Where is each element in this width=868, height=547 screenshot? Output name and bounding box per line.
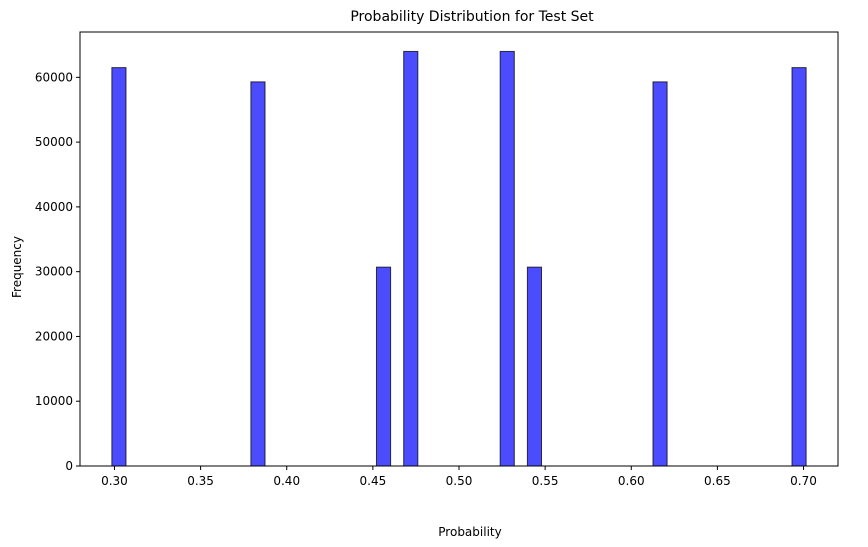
x-tick-label: 0.70 bbox=[790, 474, 817, 488]
y-tick-label: 50000 bbox=[35, 135, 73, 149]
x-tick-label: 0.65 bbox=[704, 474, 731, 488]
histogram-bar-4 bbox=[403, 50, 419, 467]
y-tick-label: 0 bbox=[65, 459, 73, 473]
chart-title: Probability Distribution for Test Set bbox=[350, 9, 594, 25]
plot-frame bbox=[79, 31, 839, 467]
histogram-bar-7 bbox=[652, 81, 668, 467]
histogram-bar-6 bbox=[526, 266, 543, 467]
x-tick-label: 0.35 bbox=[187, 474, 214, 488]
x-tick-label: 0.30 bbox=[101, 474, 128, 488]
histogram-bar-1 bbox=[111, 67, 127, 467]
x-tick-label: 0.45 bbox=[360, 474, 387, 488]
y-axis: 0 10000 20000 30000 40000 50000 60000 bbox=[35, 70, 80, 473]
bars-layer bbox=[111, 50, 807, 467]
x-tick-label: 0.40 bbox=[273, 474, 300, 488]
y-tick-label: 60000 bbox=[35, 70, 73, 84]
x-axis: 0.30 0.35 0.40 0.45 0.50 0.55 0.60 0.65 0.70 bbox=[101, 466, 817, 488]
x-tick-label: 0.60 bbox=[618, 474, 645, 488]
histogram-bar-5 bbox=[499, 50, 515, 467]
x-axis-label: Probability bbox=[438, 525, 501, 539]
y-tick-label: 40000 bbox=[35, 200, 73, 214]
histogram-bar-2 bbox=[250, 81, 266, 467]
x-tick-label: 0.55 bbox=[532, 474, 559, 488]
y-tick-label: 20000 bbox=[35, 329, 73, 343]
x-tick-label: 0.50 bbox=[446, 474, 473, 488]
histogram-bar-3 bbox=[375, 266, 392, 467]
y-axis-label: Frequency bbox=[10, 236, 24, 298]
y-tick-label: 10000 bbox=[35, 394, 73, 408]
histogram-bar-8 bbox=[791, 67, 807, 467]
y-tick-label: 30000 bbox=[35, 265, 73, 279]
